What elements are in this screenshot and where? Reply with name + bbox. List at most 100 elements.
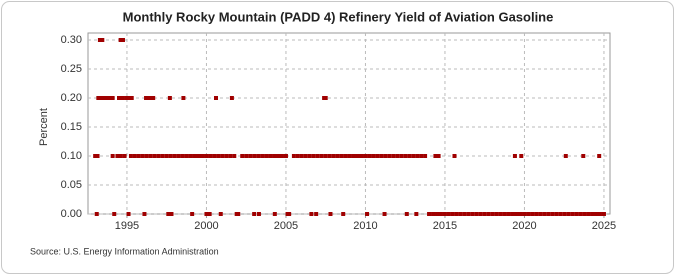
point [94,212,99,216]
point [454,212,459,216]
point [367,154,372,158]
point [287,212,292,216]
point [383,154,388,158]
point [236,212,241,216]
point [167,96,172,100]
point [498,212,503,216]
point [212,154,217,158]
point [379,154,384,158]
point [252,154,257,158]
point [97,38,102,42]
point [200,154,205,158]
point [550,212,555,216]
point [506,212,511,216]
x-tick-label: 2010 [353,220,377,232]
point [204,154,209,158]
point [172,154,177,158]
point [118,154,123,158]
point [431,212,436,216]
point [442,212,447,216]
point [95,154,100,158]
point [534,212,539,216]
point [144,96,149,100]
point [112,212,117,216]
point [164,154,169,158]
point [546,212,551,216]
point [122,154,127,158]
y-tick-label: 0.15 [61,121,82,133]
point [315,154,320,158]
point [486,212,491,216]
point [319,154,324,158]
point [542,212,547,216]
point [526,212,531,216]
point [391,154,396,158]
point [256,212,261,216]
point [132,154,137,158]
point [466,212,471,216]
point [446,212,451,216]
point [514,212,519,216]
point [98,96,103,100]
x-tick-label: 1995 [115,220,139,232]
point [124,96,129,100]
x-tick-label: 2015 [433,220,457,232]
point [435,212,440,216]
point [256,154,261,158]
point [229,96,234,100]
point [309,212,314,216]
y-tick-label: 0.30 [61,34,82,46]
point [264,154,269,158]
point [347,154,352,158]
point [351,154,356,158]
point [510,212,515,216]
point [327,154,332,158]
point [586,212,591,216]
point [152,154,157,158]
point [115,154,120,158]
point [129,96,134,100]
point [574,212,579,216]
point [538,212,543,216]
source-note: Source: U.S. Energy Information Administ… [30,246,219,256]
point [117,96,122,100]
point [433,154,438,158]
point [343,154,348,158]
point [419,154,424,158]
point [142,212,147,216]
point [399,154,404,158]
point [144,154,149,158]
point [184,154,189,158]
point [387,154,392,158]
point [450,212,455,216]
point [208,154,213,158]
y-tick-label: 0.20 [61,92,82,104]
point [213,96,218,100]
point [323,154,328,158]
point [563,154,568,158]
point [176,154,181,158]
point [140,154,145,158]
point [462,212,467,216]
point [126,212,131,216]
point [554,212,559,216]
y-tick-label: 0.00 [61,208,82,220]
point [307,154,312,158]
y-tick-label: 0.05 [61,179,82,191]
point [518,212,523,216]
point [562,212,567,216]
point [232,154,237,158]
point [272,154,277,158]
point [228,154,233,158]
point [407,154,412,158]
x-tick-label: 2000 [194,220,218,232]
point [110,154,115,158]
y-tick-label: 0.10 [61,150,82,162]
point [118,38,123,42]
point [272,212,277,216]
point [188,154,193,158]
point [279,154,284,158]
y-tick-label: 0.25 [61,63,82,75]
point [169,212,174,216]
point [93,154,98,158]
